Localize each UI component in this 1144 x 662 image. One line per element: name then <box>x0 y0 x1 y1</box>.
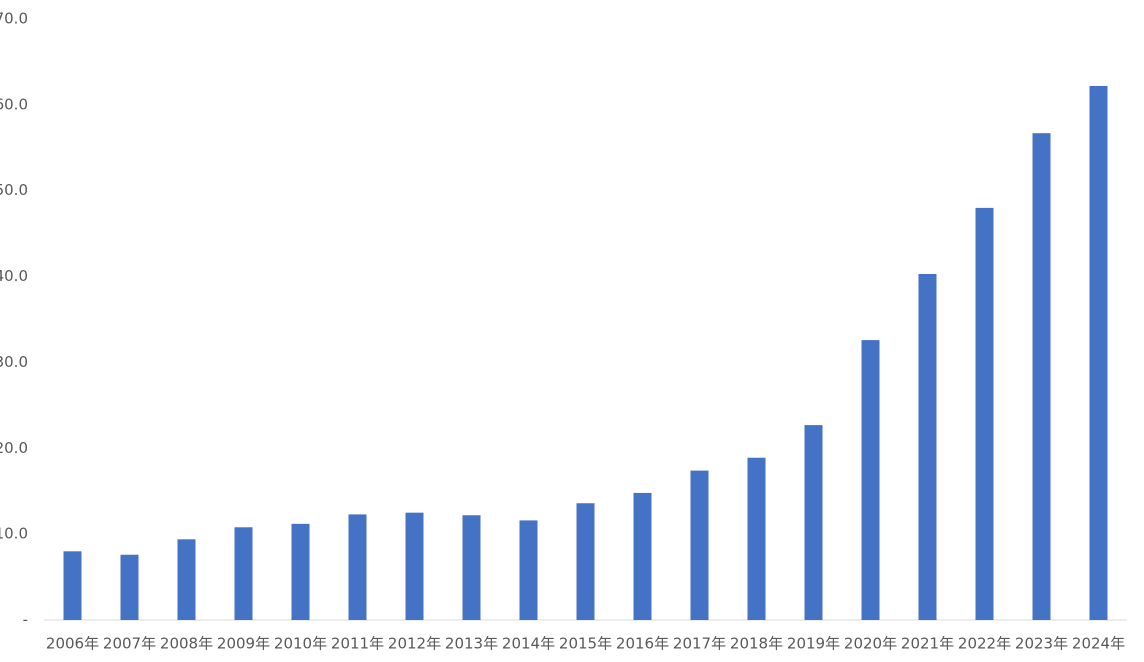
y-tick-label: 60.0 <box>0 95 28 113</box>
x-tick-label: 2019年 <box>787 635 840 653</box>
x-tick-label: 2018年 <box>730 635 783 653</box>
bar <box>291 523 310 620</box>
x-tick-label: 2015年 <box>559 635 612 653</box>
bar <box>576 503 595 620</box>
bar <box>633 492 652 620</box>
bar <box>861 340 880 620</box>
x-tick-label: 2022年 <box>958 635 1011 653</box>
bar <box>1089 85 1108 621</box>
x-tick-label: 2007年 <box>103 635 156 653</box>
bar <box>120 554 139 620</box>
x-tick-label: 2016年 <box>616 635 669 653</box>
x-tick-label: 2008年 <box>160 635 213 653</box>
bar <box>1032 133 1051 620</box>
x-tick-label: 2023年 <box>1015 635 1068 653</box>
bar <box>234 527 253 620</box>
bar <box>462 515 481 620</box>
x-tick-label: 2012年 <box>388 635 441 653</box>
bar <box>918 273 937 620</box>
bar <box>405 512 424 620</box>
x-tick-label: 2013年 <box>445 635 498 653</box>
x-tick-label: 2009年 <box>217 635 270 653</box>
x-tick-label: 2021年 <box>901 635 954 653</box>
y-tick-label: 20.0 <box>0 439 28 457</box>
x-tick-label: 2017年 <box>673 635 726 653</box>
x-tick-label: 2006年 <box>46 635 99 653</box>
x-tick-label: 2024年 <box>1072 635 1125 653</box>
bar <box>177 539 196 620</box>
y-tick-label: 40.0 <box>0 267 28 285</box>
y-tick-label: 30.0 <box>0 353 28 371</box>
x-tick-label: 2020年 <box>844 635 897 653</box>
bar <box>690 470 709 620</box>
bar <box>747 457 766 620</box>
bar <box>975 207 994 620</box>
bar <box>63 551 82 620</box>
y-tick-label: 70.0 <box>0 10 28 28</box>
bar <box>348 514 367 620</box>
bar <box>804 425 823 620</box>
y-tick-label: 10.0 <box>0 525 28 543</box>
x-tick-label: 2011年 <box>331 635 384 653</box>
y-tick-label: - <box>23 611 28 629</box>
x-tick-label: 2014年 <box>502 635 555 653</box>
x-tick-label: 2010年 <box>274 635 327 653</box>
bar <box>519 520 538 620</box>
y-tick-label: 50.0 <box>0 181 28 199</box>
